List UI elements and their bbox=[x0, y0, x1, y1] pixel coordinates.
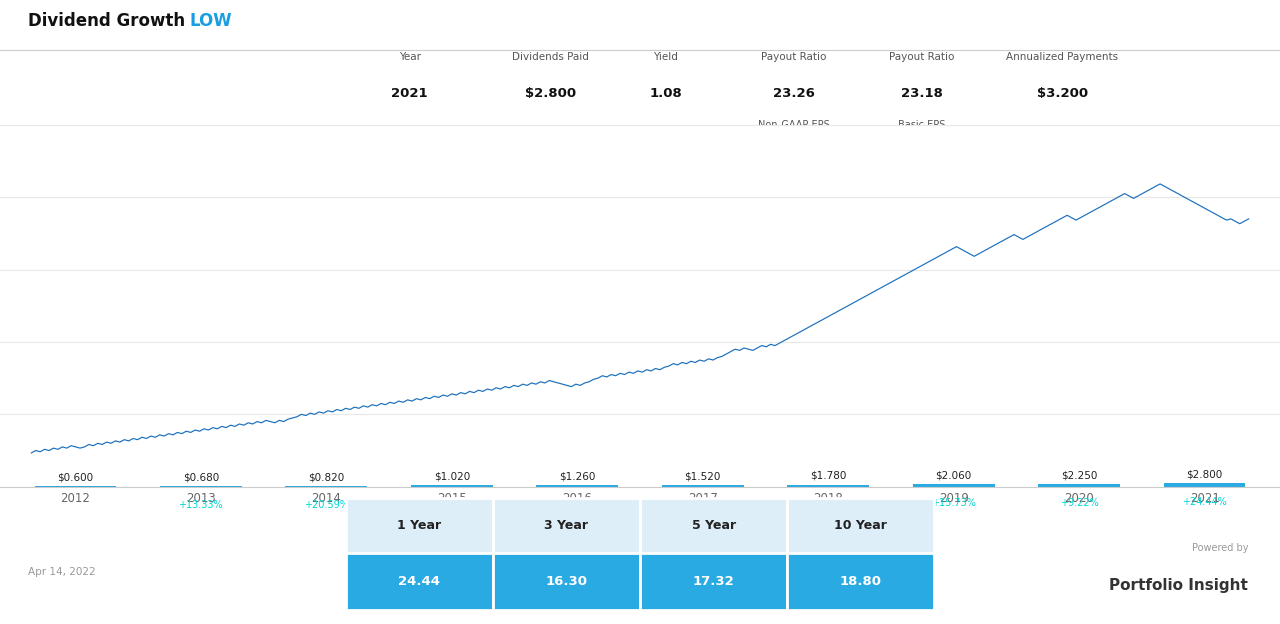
Text: $3.200: $3.200 bbox=[1037, 87, 1088, 100]
Text: 1.08: 1.08 bbox=[649, 87, 682, 100]
Text: Dividends Paid: Dividends Paid bbox=[512, 52, 589, 62]
Text: $0.600: $0.600 bbox=[58, 472, 93, 482]
Text: 17.32: 17.32 bbox=[692, 575, 735, 588]
Text: Apr 14, 2022: Apr 14, 2022 bbox=[28, 567, 96, 577]
Text: Year: Year bbox=[398, 52, 421, 62]
Text: $0.680: $0.680 bbox=[183, 472, 219, 482]
Text: Payout Ratio: Payout Ratio bbox=[888, 52, 955, 62]
Text: +20.63%: +20.63% bbox=[681, 499, 726, 509]
Bar bbox=[160, 486, 242, 487]
Text: Non-GAAP EPS: Non-GAAP EPS bbox=[758, 120, 829, 130]
FancyBboxPatch shape bbox=[640, 553, 787, 610]
Text: 24.44: 24.44 bbox=[398, 575, 440, 588]
Text: Portfolio Insight: Portfolio Insight bbox=[1110, 578, 1248, 593]
Text: Payout Ratio: Payout Ratio bbox=[760, 52, 827, 62]
FancyBboxPatch shape bbox=[346, 553, 493, 610]
Text: 2021: 2021 bbox=[392, 87, 428, 100]
FancyBboxPatch shape bbox=[346, 498, 493, 553]
Text: +23.53%: +23.53% bbox=[554, 499, 600, 509]
Bar bbox=[411, 485, 493, 487]
Bar bbox=[1164, 484, 1245, 487]
Bar bbox=[1038, 484, 1120, 487]
Text: $1.780: $1.780 bbox=[810, 471, 846, 481]
Text: 3 Year: 3 Year bbox=[544, 519, 589, 532]
Text: 10 Year: 10 Year bbox=[835, 519, 887, 532]
Text: +9.22%: +9.22% bbox=[1060, 498, 1098, 508]
Text: 16.30: 16.30 bbox=[545, 575, 588, 588]
FancyBboxPatch shape bbox=[640, 498, 787, 553]
Text: Annualized Payments: Annualized Payments bbox=[1006, 52, 1119, 62]
Text: LOW: LOW bbox=[189, 12, 232, 31]
Text: +24.39%: +24.39% bbox=[429, 500, 474, 510]
Text: +15.73%: +15.73% bbox=[932, 499, 977, 509]
Bar bbox=[787, 485, 869, 487]
Text: Powered by: Powered by bbox=[1192, 544, 1248, 553]
Bar bbox=[35, 486, 116, 487]
FancyBboxPatch shape bbox=[493, 553, 640, 610]
Text: $1.020: $1.020 bbox=[434, 472, 470, 482]
Text: $2.250: $2.250 bbox=[1061, 470, 1097, 480]
Text: $2.060: $2.060 bbox=[936, 470, 972, 480]
Text: $1.520: $1.520 bbox=[685, 471, 721, 481]
Text: $2.800: $2.800 bbox=[525, 87, 576, 100]
Text: 1 Year: 1 Year bbox=[397, 519, 442, 532]
Text: $1.260: $1.260 bbox=[559, 472, 595, 482]
Text: 23.18: 23.18 bbox=[901, 87, 942, 100]
Text: Dividend Growth: Dividend Growth bbox=[28, 12, 186, 31]
Text: Basic EPS: Basic EPS bbox=[897, 120, 946, 130]
FancyBboxPatch shape bbox=[787, 553, 934, 610]
Text: $2.800: $2.800 bbox=[1187, 470, 1222, 480]
Bar bbox=[285, 485, 367, 487]
Text: 18.80: 18.80 bbox=[840, 575, 882, 588]
Text: +24.44%: +24.44% bbox=[1183, 497, 1228, 507]
Text: +17.11%: +17.11% bbox=[806, 499, 851, 509]
Text: 5 Year: 5 Year bbox=[691, 519, 736, 532]
X-axis label: Dividend Growth by Ex-Date as of 2021: Dividend Growth by Ex-Date as of 2021 bbox=[524, 513, 756, 526]
FancyBboxPatch shape bbox=[493, 498, 640, 553]
Text: $0.820: $0.820 bbox=[308, 472, 344, 482]
Bar bbox=[536, 485, 618, 487]
FancyBboxPatch shape bbox=[787, 498, 934, 553]
Text: Yield: Yield bbox=[653, 52, 678, 62]
Bar bbox=[913, 484, 995, 487]
Text: +13.33%: +13.33% bbox=[178, 500, 223, 510]
Text: +20.59%: +20.59% bbox=[303, 500, 348, 510]
Bar bbox=[662, 485, 744, 487]
Text: 23.26: 23.26 bbox=[773, 87, 814, 100]
